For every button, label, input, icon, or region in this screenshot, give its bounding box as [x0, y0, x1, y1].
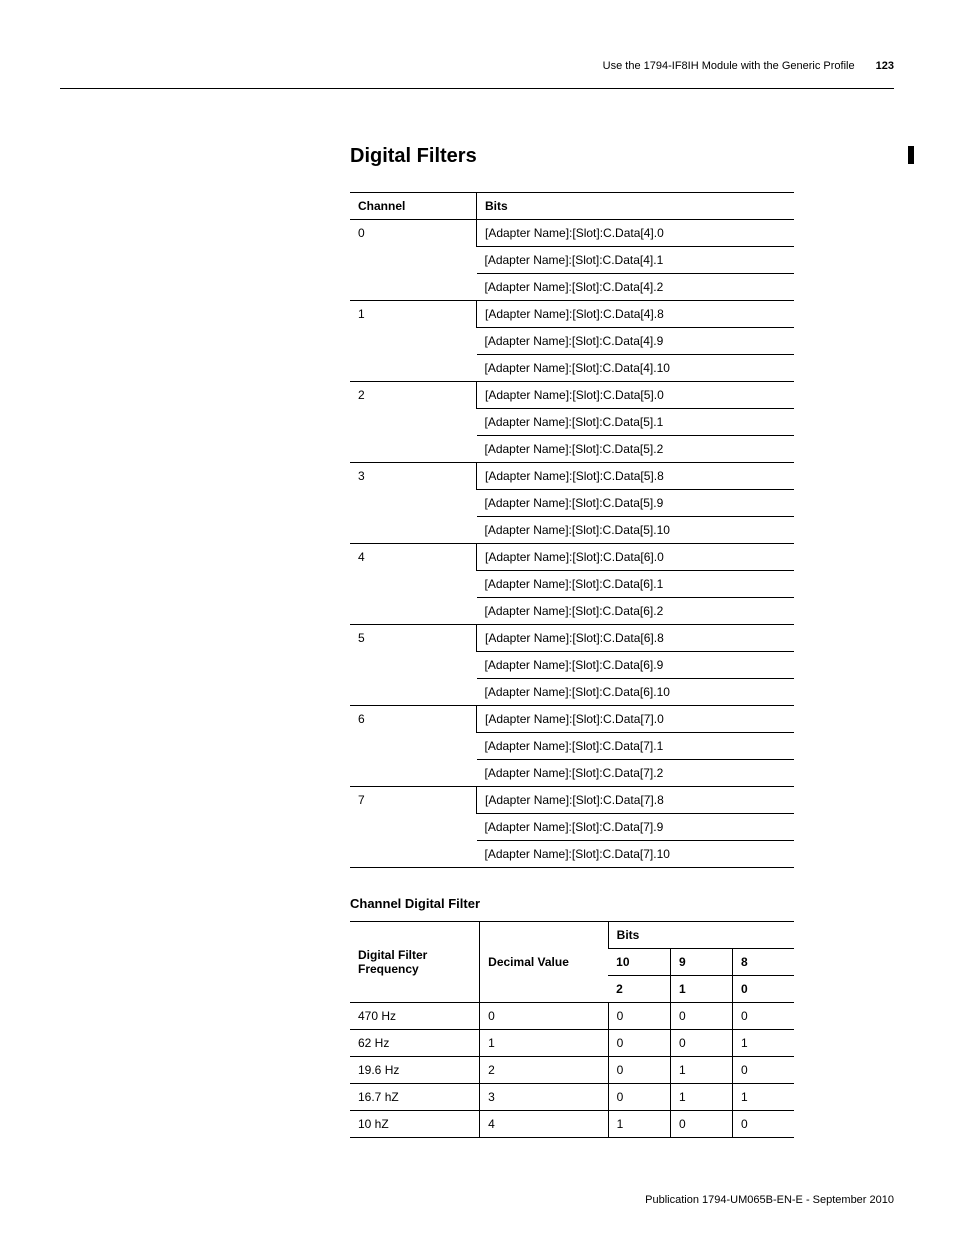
- channel-digital-filter-title: Channel Digital Filter: [350, 896, 794, 911]
- table-cell-channel: 3: [350, 463, 477, 544]
- table-cell: 62 Hz: [350, 1030, 480, 1057]
- table-cell: 1: [670, 1084, 732, 1111]
- bits-header-0: 0: [732, 976, 794, 1003]
- table-cell: 1: [732, 1084, 794, 1111]
- table-cell: 0: [480, 1003, 608, 1030]
- table-cell-bits: [Adapter Name]:[Slot]:C.Data[5].2: [477, 436, 795, 463]
- bits-header-9: 9: [670, 949, 732, 976]
- table-cell: 0: [608, 1003, 670, 1030]
- table-cell-bits: [Adapter Name]:[Slot]:C.Data[5].10: [477, 517, 795, 544]
- col-header-freq: Digital Filter Frequency: [350, 922, 480, 1003]
- table-cell: 0: [670, 1030, 732, 1057]
- col-header-channel: Channel: [350, 193, 477, 220]
- section-title: Digital Filters: [350, 145, 794, 168]
- bits-header-2: 2: [608, 976, 670, 1003]
- table-cell: 470 Hz: [350, 1003, 480, 1030]
- table-cell: 10 hZ: [350, 1111, 480, 1138]
- table-cell: 0: [608, 1057, 670, 1084]
- table-cell-bits: [Adapter Name]:[Slot]:C.Data[6].8: [477, 625, 795, 652]
- table-cell-bits: [Adapter Name]:[Slot]:C.Data[4].9: [477, 328, 795, 355]
- digital-filters-table: Channel Bits 0[Adapter Name]:[Slot]:C.Da…: [350, 192, 794, 868]
- table-cell-channel: 2: [350, 382, 477, 463]
- change-bar-icon: [908, 146, 914, 164]
- table-cell: 0: [608, 1030, 670, 1057]
- col-header-decimal: Decimal Value: [480, 922, 608, 1003]
- table-cell-bits: [Adapter Name]:[Slot]:C.Data[4].10: [477, 355, 795, 382]
- table-cell-bits: [Adapter Name]:[Slot]:C.Data[4].1: [477, 247, 795, 274]
- footer-publication: Publication 1794-UM065B-EN-E - September…: [60, 1194, 894, 1206]
- table-cell: 1: [480, 1030, 608, 1057]
- breadcrumb: Use the 1794-IF8IH Module with the Gener…: [603, 60, 855, 72]
- table-cell-bits: [Adapter Name]:[Slot]:C.Data[7].0: [477, 706, 795, 733]
- bits-header-10: 10: [608, 949, 670, 976]
- col-header-bits: Bits: [477, 193, 795, 220]
- table-cell: 2: [480, 1057, 608, 1084]
- table-cell-channel: 0: [350, 220, 477, 301]
- table-cell: 0: [732, 1003, 794, 1030]
- table-cell-bits: [Adapter Name]:[Slot]:C.Data[6].9: [477, 652, 795, 679]
- table-cell-bits: [Adapter Name]:[Slot]:C.Data[6].0: [477, 544, 795, 571]
- table-cell: 3: [480, 1084, 608, 1111]
- table-cell: 1: [732, 1030, 794, 1057]
- table-cell-bits: [Adapter Name]:[Slot]:C.Data[6].2: [477, 598, 795, 625]
- table-cell-bits: [Adapter Name]:[Slot]:C.Data[7].2: [477, 760, 795, 787]
- table-cell: 4: [480, 1111, 608, 1138]
- table-cell: 0: [608, 1084, 670, 1111]
- table-cell: 0: [732, 1111, 794, 1138]
- table-cell: 16.7 hZ: [350, 1084, 480, 1111]
- table-cell: 1: [608, 1111, 670, 1138]
- table-cell-channel: 6: [350, 706, 477, 787]
- table-cell-bits: [Adapter Name]:[Slot]:C.Data[5].0: [477, 382, 795, 409]
- table-cell-bits: [Adapter Name]:[Slot]:C.Data[7].8: [477, 787, 795, 814]
- table-cell: 0: [670, 1003, 732, 1030]
- table-cell-bits: [Adapter Name]:[Slot]:C.Data[4].8: [477, 301, 795, 328]
- header-rule: [60, 88, 894, 89]
- bits-header-8: 8: [732, 949, 794, 976]
- table-cell-bits: [Adapter Name]:[Slot]:C.Data[7].9: [477, 814, 795, 841]
- table-cell-bits: [Adapter Name]:[Slot]:C.Data[6].1: [477, 571, 795, 598]
- table-cell: 19.6 Hz: [350, 1057, 480, 1084]
- table-cell-bits: [Adapter Name]:[Slot]:C.Data[5].9: [477, 490, 795, 517]
- table-cell-bits: [Adapter Name]:[Slot]:C.Data[7].10: [477, 841, 795, 868]
- table-cell-channel: 5: [350, 625, 477, 706]
- channel-digital-filter-table: Digital Filter Frequency Decimal Value B…: [350, 921, 794, 1138]
- table-cell-channel: 7: [350, 787, 477, 868]
- table-cell: 0: [732, 1057, 794, 1084]
- col-header-bits: Bits: [608, 922, 794, 949]
- table-cell-bits: [Adapter Name]:[Slot]:C.Data[4].0: [477, 220, 795, 247]
- table-cell: 0: [670, 1111, 732, 1138]
- table-cell-channel: 1: [350, 301, 477, 382]
- table-cell-channel: 4: [350, 544, 477, 625]
- page-header: Use the 1794-IF8IH Module with the Gener…: [603, 60, 894, 72]
- table-cell-bits: [Adapter Name]:[Slot]:C.Data[5].1: [477, 409, 795, 436]
- page-number: 123: [876, 60, 894, 72]
- table-cell-bits: [Adapter Name]:[Slot]:C.Data[6].10: [477, 679, 795, 706]
- bits-header-1: 1: [670, 976, 732, 1003]
- table-cell-bits: [Adapter Name]:[Slot]:C.Data[7].1: [477, 733, 795, 760]
- table-cell-bits: [Adapter Name]:[Slot]:C.Data[5].8: [477, 463, 795, 490]
- table-cell: 1: [670, 1057, 732, 1084]
- table-cell-bits: [Adapter Name]:[Slot]:C.Data[4].2: [477, 274, 795, 301]
